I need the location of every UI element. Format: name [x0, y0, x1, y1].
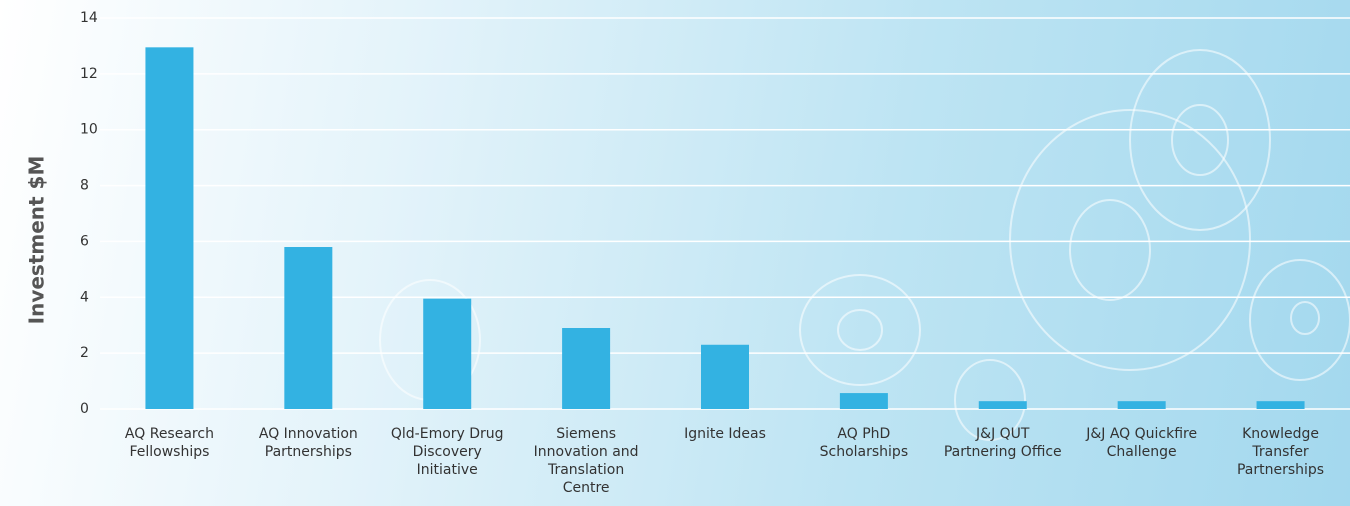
bar [145, 47, 193, 409]
x-tick-label: Knowledge Transfer Partnerships [1219, 425, 1343, 479]
y-tick-label: 0 [80, 401, 89, 417]
x-tick-label: J&J QUT Partnering Office [941, 425, 1065, 461]
x-tick-label: J&J AQ Quickfire Challenge [1080, 425, 1204, 461]
bar [423, 299, 471, 409]
x-tick-label: AQ Innovation Partnerships [246, 425, 370, 461]
bar [284, 247, 332, 409]
y-tick-label: 2 [80, 345, 89, 361]
x-tick-label: AQ Research Fellowships [107, 425, 231, 461]
y-tick-label: 14 [80, 10, 98, 26]
y-tick-label: 12 [80, 66, 98, 82]
y-axis-label: Investment $M [25, 156, 49, 325]
x-tick-label: AQ PhD Scholarships [802, 425, 926, 461]
y-tick-label: 6 [80, 233, 89, 249]
decoration [380, 50, 1350, 440]
bar [840, 393, 888, 409]
y-tick-label: 10 [80, 122, 98, 138]
y-tick-label: 4 [80, 289, 89, 305]
bar [701, 345, 749, 409]
y-tick-label: 8 [80, 178, 89, 194]
x-tick-label: Ignite Ideas [663, 425, 787, 443]
bar [979, 401, 1027, 409]
bar [1257, 401, 1305, 409]
bar [1118, 401, 1166, 409]
chart: Investment $M 0 2 4 6 8 10 12 14 AQ Research Fe… [0, 0, 1350, 506]
bar [562, 328, 610, 409]
x-tick-label: Siemens Innovation and Translation Centr… [524, 425, 648, 497]
x-tick-label: Qld-Emory Drug Discovery Initiative [385, 425, 509, 479]
